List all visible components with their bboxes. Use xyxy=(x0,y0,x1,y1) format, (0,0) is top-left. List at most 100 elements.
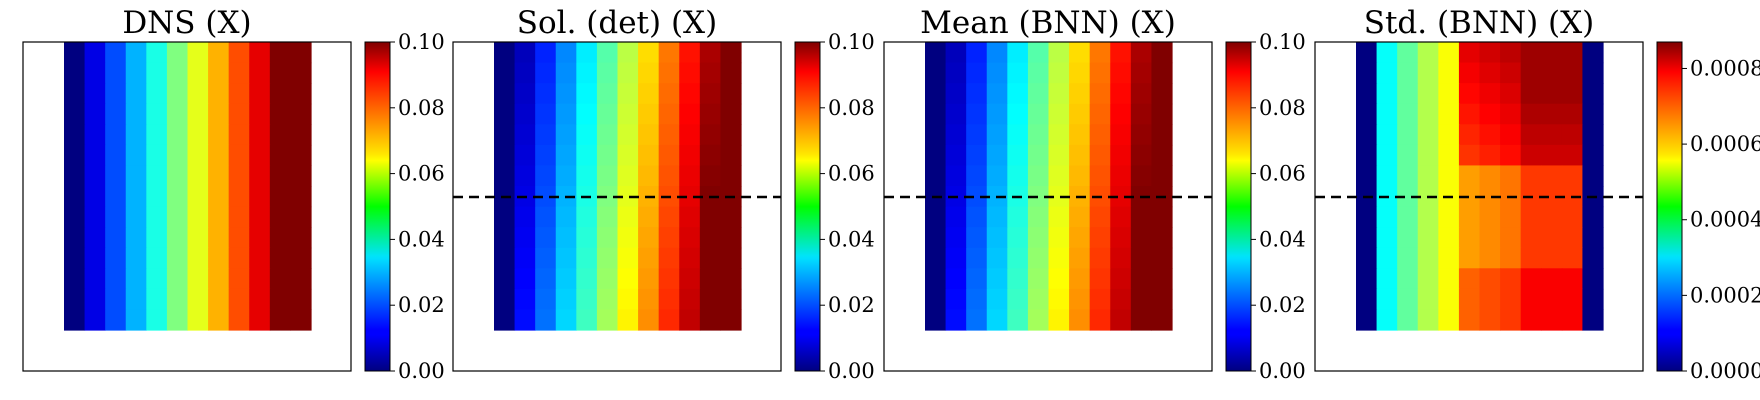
heatmap-cell xyxy=(596,165,619,187)
heatmap-cell xyxy=(535,288,557,311)
heatmap-cell xyxy=(1356,103,1378,125)
heatmap-cell xyxy=(1110,268,1132,290)
heatmap-cell xyxy=(1356,288,1378,311)
heatmap-cell xyxy=(1458,103,1481,125)
heatmap-cell xyxy=(146,83,168,105)
heatmap-panel-4: Std. (BNN) (X) 0.0000 0.0002 0.0004 0.0006 0.… xyxy=(1314,5,1760,383)
heatmap-cell xyxy=(1048,83,1070,105)
heatmap-cell xyxy=(658,288,680,311)
heatmap-cell xyxy=(1541,103,1563,125)
heatmap-cell xyxy=(596,62,619,84)
heatmap-cell xyxy=(1027,42,1050,64)
heatmap-cell xyxy=(658,124,680,146)
heatmap-cell xyxy=(1500,288,1522,311)
heatmap-cell xyxy=(1130,247,1153,269)
heatmap-cell xyxy=(187,103,209,125)
heatmap-cell xyxy=(966,103,988,125)
heatmap-cell xyxy=(925,42,947,64)
heatmap-cell xyxy=(208,309,230,331)
heatmap-cell xyxy=(208,144,230,167)
heatmap-cell xyxy=(555,206,577,228)
heatmap-cell xyxy=(945,42,967,64)
heatmap-cell xyxy=(1541,268,1563,290)
heatmap-cell xyxy=(514,247,536,269)
heatmap-cell xyxy=(596,206,619,228)
heatmap-cell xyxy=(1069,62,1091,84)
heatmap-cell xyxy=(966,186,988,208)
colorbar-tick-label: 0.06 xyxy=(1259,162,1306,186)
heatmap-cell xyxy=(187,42,209,64)
heatmap-cell xyxy=(1151,227,1173,249)
heatmap-cell xyxy=(1027,206,1050,228)
heatmap-cell xyxy=(146,165,168,187)
heatmap-cell xyxy=(1069,288,1091,311)
heatmap-cell xyxy=(576,144,598,167)
heatmap-cell xyxy=(1479,309,1501,331)
heatmap-cell xyxy=(1151,83,1173,105)
heatmap-cell xyxy=(658,165,680,187)
heatmap-cell xyxy=(514,288,536,311)
heatmap-cell xyxy=(125,227,147,249)
heatmap-cell xyxy=(1479,288,1501,311)
heatmap-cell xyxy=(986,62,1008,84)
heatmap-cell xyxy=(658,227,680,249)
heatmap-cell xyxy=(1151,268,1173,290)
heatmap-cell xyxy=(1397,83,1419,105)
heatmap-cell xyxy=(1397,62,1419,84)
heatmap-cell xyxy=(105,103,127,125)
heatmap-cell xyxy=(596,227,619,249)
heatmap-cell xyxy=(84,309,106,331)
heatmap-cell xyxy=(1458,309,1481,331)
heatmap-cell xyxy=(249,124,271,146)
heatmap-cell xyxy=(1520,288,1542,311)
heatmap-cell xyxy=(146,103,168,125)
heatmap-cell xyxy=(1438,124,1460,146)
heatmap-cell xyxy=(187,186,209,208)
heatmap-cell xyxy=(1069,42,1091,64)
heatmap-cell xyxy=(514,144,536,167)
heatmap-cell xyxy=(1110,247,1132,269)
heatmap-cell xyxy=(1376,144,1398,167)
heatmap-cell xyxy=(290,268,312,290)
heatmap-cell xyxy=(1048,165,1070,187)
panel-title: Sol. (det) (X) xyxy=(517,5,717,41)
heatmap-cell xyxy=(1417,247,1439,269)
heatmap-cell xyxy=(679,42,701,64)
heatmap-cell xyxy=(64,288,86,311)
heatmap-cell xyxy=(249,103,271,125)
heatmap-cell xyxy=(1110,227,1132,249)
heatmap-cell xyxy=(1007,227,1029,249)
heatmap-cell xyxy=(658,83,680,105)
heatmap-cell xyxy=(617,62,639,84)
heatmap-cell xyxy=(925,227,947,249)
heatmap-cell xyxy=(720,42,742,64)
heatmap-cell xyxy=(1048,247,1070,269)
heatmap-cell xyxy=(1130,227,1153,249)
heatmap-cell xyxy=(1069,165,1091,187)
heatmap-cell xyxy=(1500,268,1522,290)
colorbar-tick-label: 0.10 xyxy=(1259,30,1306,54)
heatmap-cell xyxy=(925,206,947,228)
heatmap-cell xyxy=(125,62,147,84)
heatmap-cell xyxy=(514,309,536,331)
heatmap-cell xyxy=(1151,124,1173,146)
heatmap-cell xyxy=(720,103,742,125)
heatmap-cell xyxy=(166,103,189,125)
heatmap-cell xyxy=(1397,227,1419,249)
heatmap-cell xyxy=(1561,42,1584,64)
heatmap-cell xyxy=(945,83,967,105)
heatmap-cell xyxy=(1500,124,1522,146)
heatmap-cell xyxy=(1417,206,1439,228)
heatmap-cell xyxy=(187,206,209,228)
heatmap-cell xyxy=(576,103,598,125)
heatmap-cell xyxy=(1500,247,1522,269)
heatmap-cell xyxy=(269,42,292,64)
heatmap-cell xyxy=(1541,309,1563,331)
heatmap-cell xyxy=(555,83,577,105)
heatmap-cell xyxy=(555,62,577,84)
colorbar-tick-label: 0.04 xyxy=(398,227,445,251)
heatmap-cell xyxy=(166,206,189,228)
heatmap-cell xyxy=(1089,83,1111,105)
colorbar-tick-label: 0.00 xyxy=(1259,359,1306,383)
heatmap-cell xyxy=(514,268,536,290)
